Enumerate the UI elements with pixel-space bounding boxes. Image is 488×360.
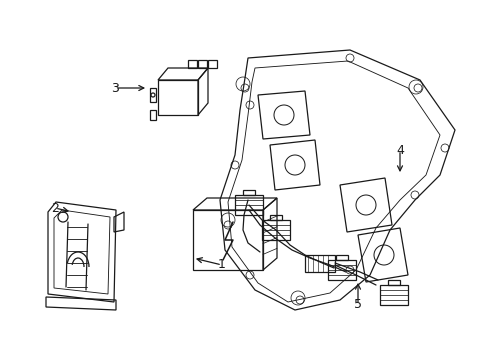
Text: 4: 4: [395, 144, 403, 157]
Text: 5: 5: [353, 298, 361, 311]
Text: 1: 1: [218, 258, 225, 271]
Text: 2: 2: [51, 202, 59, 215]
Text: 3: 3: [111, 81, 119, 95]
